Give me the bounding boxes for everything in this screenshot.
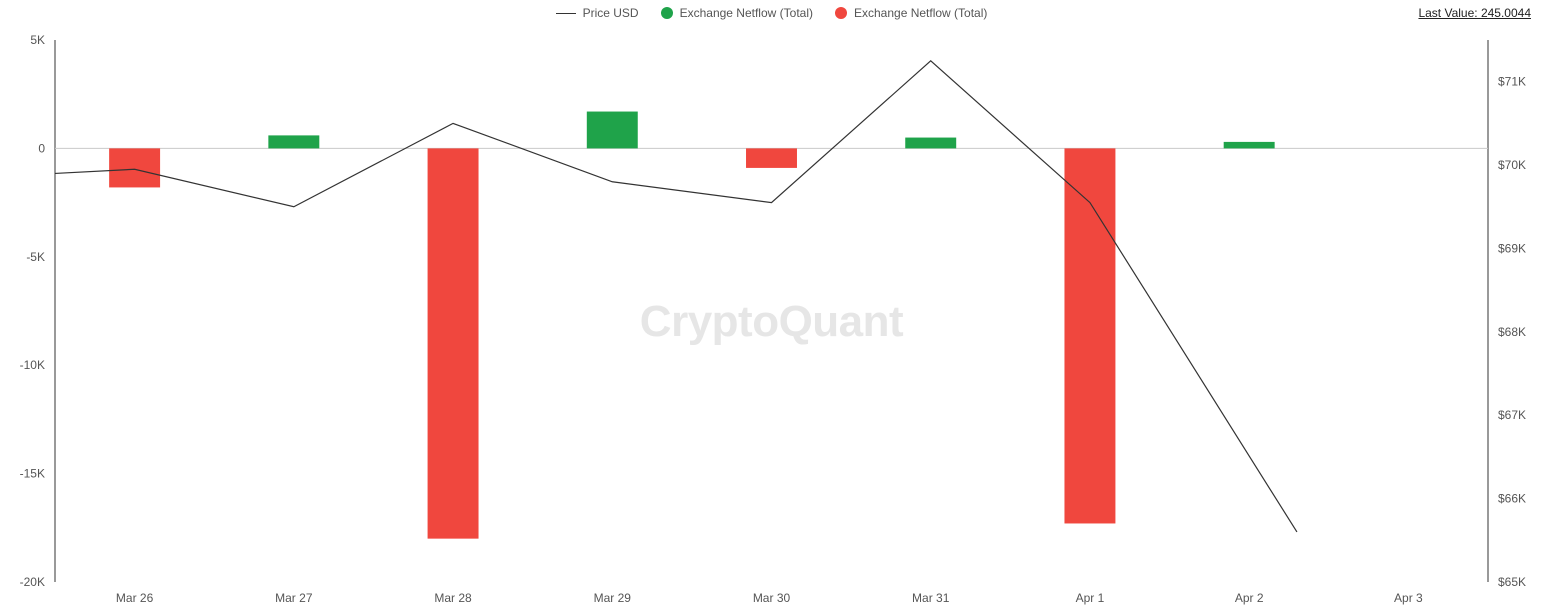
legend-netflow-pos-label: Exchange Netflow (Total) (680, 6, 813, 20)
netflow-bar (109, 148, 160, 187)
y-left-tick-label: -5K (26, 250, 45, 264)
legend-bar: Price USD Exchange Netflow (Total) Excha… (0, 6, 1543, 20)
netflow-bar (268, 135, 319, 148)
y-right-tick-label: $66K (1498, 492, 1526, 506)
y-left-tick-label: -15K (20, 467, 45, 481)
y-right-tick-label: $69K (1498, 241, 1526, 255)
y-right-tick-label: $67K (1498, 408, 1526, 422)
x-tick-label: Apr 1 (1076, 591, 1105, 605)
y-right-tick-label: $71K (1498, 75, 1526, 89)
x-tick-label: Apr 3 (1394, 591, 1423, 605)
legend-netflow-neg: Exchange Netflow (Total) (835, 6, 987, 20)
x-tick-label: Mar 26 (116, 591, 154, 605)
netflow-bar (428, 148, 479, 538)
y-left-tick-label: -20K (20, 575, 45, 589)
netflow-bar (1224, 142, 1275, 149)
x-tick-label: Mar 28 (434, 591, 472, 605)
chart-area: CryptoQuant 5K0-5K-10K-15K-20K$71K$70K$6… (55, 40, 1488, 582)
y-right-tick-label: $68K (1498, 325, 1526, 339)
legend-netflow-neg-label: Exchange Netflow (Total) (854, 6, 987, 20)
legend-price: Price USD (556, 6, 639, 20)
x-tick-label: Mar 29 (594, 591, 632, 605)
legend-dot-neg-icon (835, 7, 847, 19)
x-tick-label: Mar 30 (753, 591, 791, 605)
y-right-tick-label: $70K (1498, 158, 1526, 172)
x-tick-label: Apr 2 (1235, 591, 1264, 605)
x-tick-label: Mar 31 (912, 591, 950, 605)
legend-netflow-pos: Exchange Netflow (Total) (661, 6, 813, 20)
legend-dot-pos-icon (661, 7, 673, 19)
netflow-bar (746, 148, 797, 168)
y-left-tick-label: -10K (20, 358, 45, 372)
last-value-label: Last Value: 245.0044 (1418, 6, 1531, 20)
legend-line-icon (556, 13, 576, 14)
y-left-tick-label: 0 (38, 141, 45, 155)
chart-svg: 5K0-5K-10K-15K-20K$71K$70K$69K$68K$67K$6… (55, 40, 1488, 582)
y-right-tick-label: $65K (1498, 575, 1526, 589)
legend-price-label: Price USD (583, 6, 639, 20)
netflow-bar (1064, 148, 1115, 523)
netflow-bar (587, 112, 638, 149)
netflow-bar (905, 138, 956, 149)
y-left-tick-label: 5K (30, 33, 45, 47)
x-tick-label: Mar 27 (275, 591, 313, 605)
